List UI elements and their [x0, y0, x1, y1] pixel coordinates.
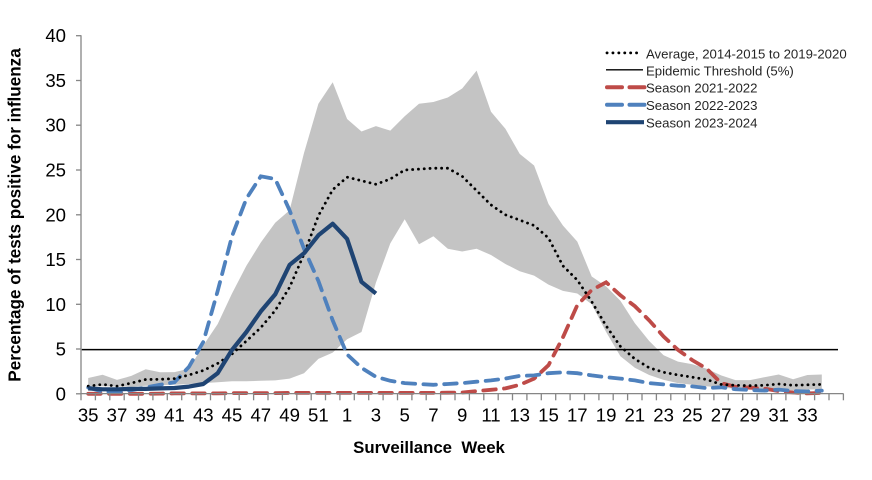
svg-text:Epidemic Threshold (5%): Epidemic Threshold (5%)	[646, 63, 794, 78]
svg-text:31: 31	[768, 404, 789, 425]
svg-text:Season 2022-2023: Season 2022-2023	[646, 98, 757, 113]
svg-text:10: 10	[45, 294, 66, 315]
svg-text:21: 21	[624, 404, 645, 425]
svg-text:0: 0	[56, 383, 66, 404]
svg-text:7: 7	[428, 404, 438, 425]
svg-text:Season 2021-2022: Season 2021-2022	[646, 81, 757, 96]
svg-text:5: 5	[56, 339, 66, 360]
svg-text:5: 5	[400, 404, 410, 425]
svg-text:37: 37	[107, 404, 128, 425]
svg-text:20: 20	[45, 204, 66, 225]
svg-text:17: 17	[567, 404, 588, 425]
svg-text:3: 3	[371, 404, 381, 425]
svg-text:49: 49	[279, 404, 300, 425]
svg-text:11: 11	[481, 404, 500, 425]
svg-text:Surveillance Week: Surveillance Week	[353, 438, 505, 457]
svg-text:29: 29	[740, 404, 761, 425]
svg-text:45: 45	[222, 404, 243, 425]
svg-text:Season 2023-2024: Season 2023-2024	[646, 116, 757, 131]
svg-text:47: 47	[250, 404, 271, 425]
svg-text:51: 51	[308, 404, 329, 425]
svg-text:43: 43	[193, 404, 214, 425]
svg-text:23: 23	[653, 404, 674, 425]
svg-text:9: 9	[457, 404, 467, 425]
svg-text:1: 1	[342, 404, 352, 425]
svg-text:15: 15	[538, 404, 559, 425]
svg-text:27: 27	[711, 404, 732, 425]
svg-text:30: 30	[45, 115, 66, 136]
svg-text:25: 25	[45, 160, 66, 181]
svg-text:41: 41	[164, 404, 185, 425]
svg-text:39: 39	[135, 404, 156, 425]
svg-text:40: 40	[45, 25, 66, 46]
svg-text:13: 13	[509, 404, 530, 425]
svg-text:35: 35	[78, 404, 99, 425]
svg-text:35: 35	[45, 70, 66, 91]
svg-text:Percentage of tests positive f: Percentage of tests positive for influen…	[6, 48, 25, 382]
svg-text:15: 15	[45, 249, 66, 270]
svg-text:Average, 2014-2015 to 2019-202: Average, 2014-2015 to 2019-2020	[646, 46, 847, 61]
svg-text:19: 19	[596, 404, 617, 425]
svg-text:25: 25	[682, 404, 703, 425]
svg-text:33: 33	[797, 404, 818, 425]
